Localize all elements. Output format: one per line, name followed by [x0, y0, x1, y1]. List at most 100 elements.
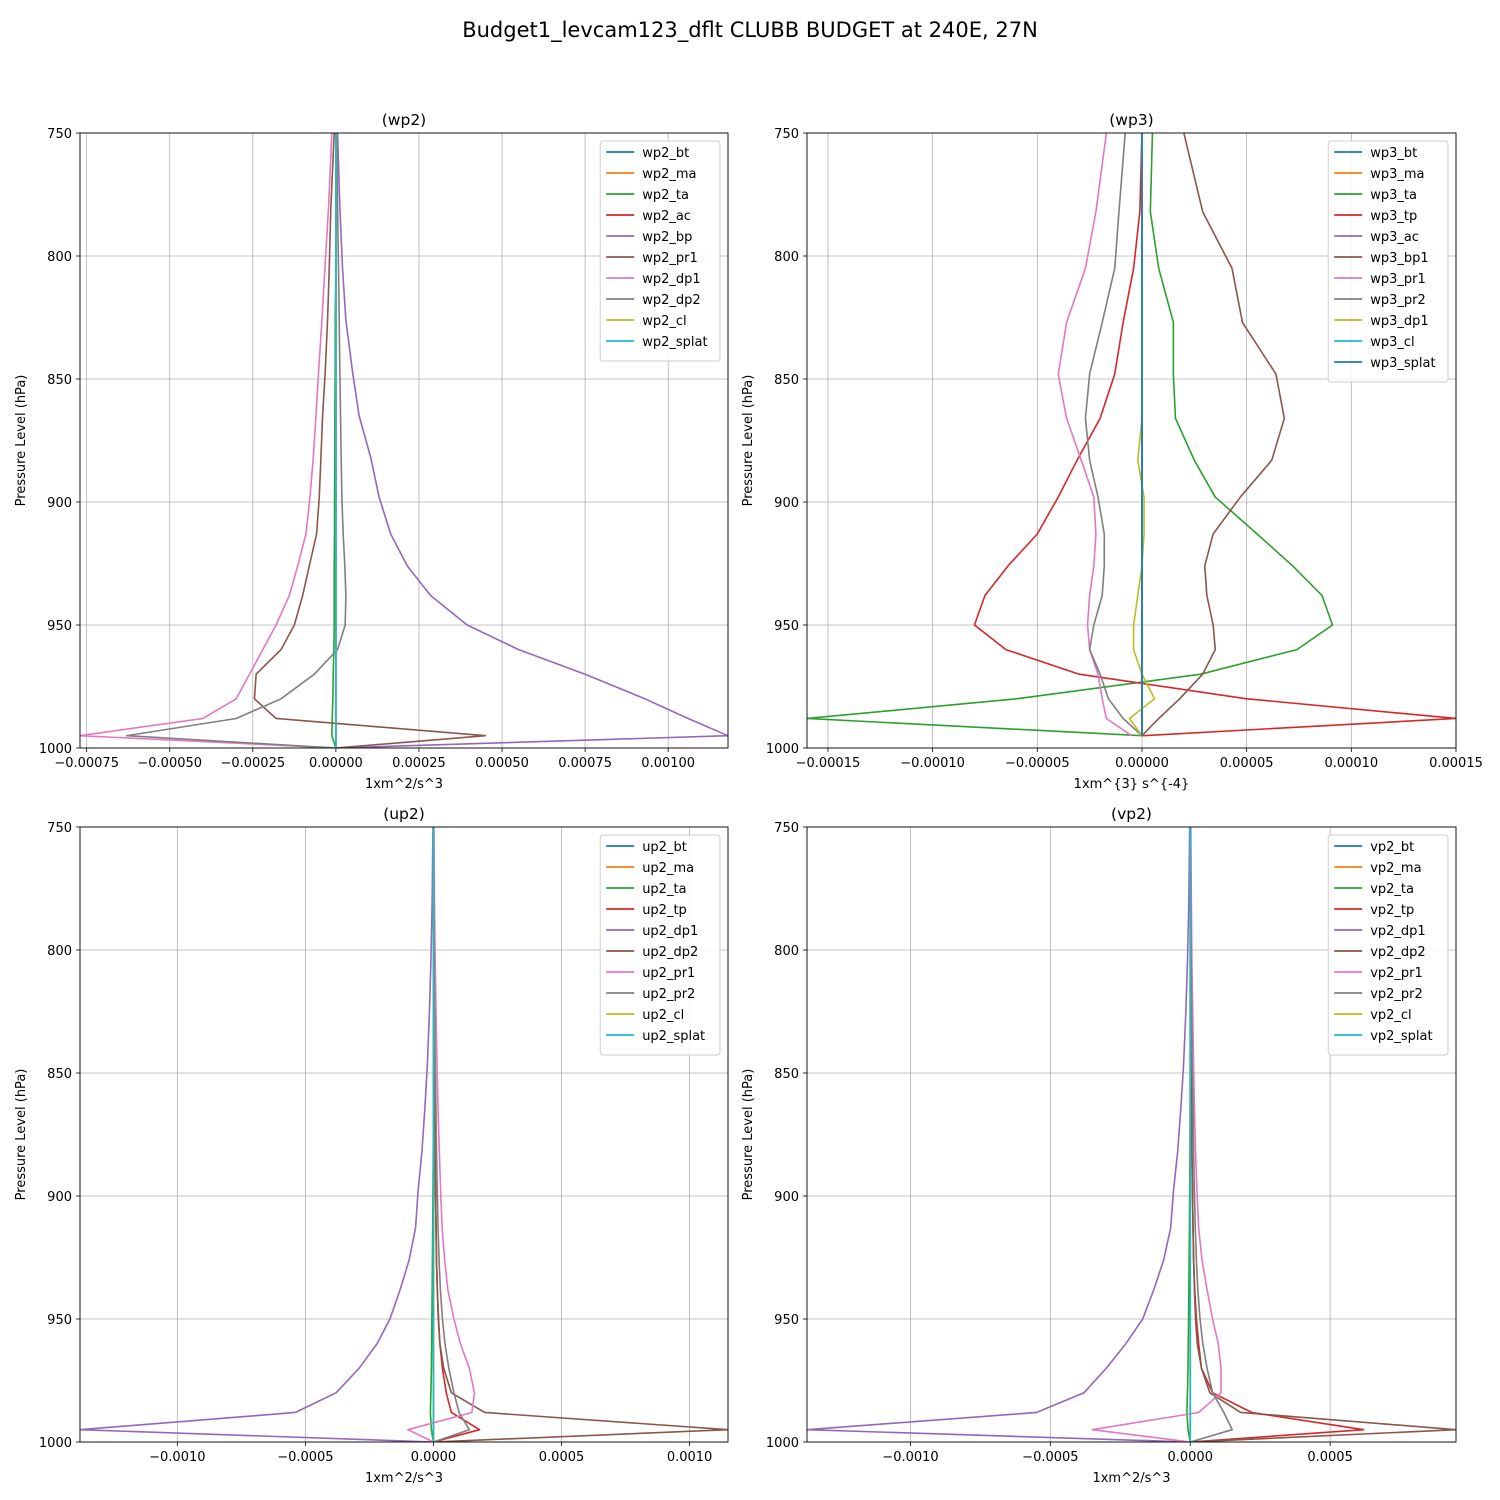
legend-box	[1327, 140, 1449, 383]
series-line-wp2_dp1	[80, 133, 336, 748]
axes-frame	[806, 132, 1457, 749]
series-line-up2_pr1	[407, 827, 476, 1442]
y-tick-label: 900	[774, 1190, 799, 1205]
x-tick-label: 0.00050	[475, 756, 529, 771]
legend: wp2_bt wp2_ma wp2_ta wp2_ac wp2_bp wp2_pr1 wp2…	[599, 140, 721, 362]
y-tick-label: 1000	[39, 1436, 72, 1451]
axes-frame	[806, 826, 1457, 1443]
series-lines	[807, 133, 1456, 737]
legend-entry: wp2_ma	[642, 167, 696, 182]
x-tick-label: 0.00000	[309, 756, 363, 771]
x-tick-label: 0.00025	[392, 756, 446, 771]
legend-entry: vp2_pr1	[1370, 966, 1423, 981]
y-tick-label: 850	[47, 373, 72, 388]
series-line-up2_dp1	[80, 827, 434, 1442]
series-line-up2_pr2	[432, 827, 471, 1442]
legend-entry: wp2_dp2	[642, 293, 700, 308]
y-axis-label: Pressure Level (hPa)	[14, 1069, 29, 1201]
x-tick-label: −0.00050	[137, 756, 202, 771]
legend-entry: wp3_bt	[1370, 146, 1417, 161]
series-line-wp3_bp1	[1141, 133, 1286, 737]
x-axis-label: 1xm^2/s^3	[1092, 1471, 1170, 1486]
legend-entry: wp2_cl	[642, 314, 686, 329]
y-tick-label: 850	[774, 373, 799, 388]
legend-entry: wp2_dp1	[642, 272, 700, 287]
y-tick-label: 900	[774, 496, 799, 511]
series-line-wp3_pr2	[1084, 133, 1143, 737]
y-tick-label: 800	[47, 250, 72, 265]
legend-entry: wp2_splat	[642, 335, 707, 350]
x-tick-label: 0.0000	[411, 1450, 457, 1465]
y-axis-label: Pressure Level (hPa)	[14, 375, 29, 507]
x-tick-label: −0.0005	[1022, 1450, 1078, 1465]
series-line-vp2_dp1	[807, 827, 1191, 1442]
series-line-wp2_bp	[335, 133, 728, 748]
legend-entry: wp3_ma	[1370, 167, 1424, 182]
legend: wp3_bt wp3_ma wp3_ta wp3_tp wp3_ac wp3_bp1 wp3…	[1327, 140, 1449, 383]
legend-entry: vp2_tp	[1370, 903, 1414, 918]
x-tick-label: 0.00100	[641, 756, 695, 771]
x-tick-label: 0.00000	[1115, 756, 1169, 771]
x-tick-label: 0.0000	[1167, 1450, 1213, 1465]
y-tick-label: 750	[47, 127, 72, 142]
legend-entry: up2_dp2	[642, 945, 698, 960]
legend-entry: wp3_cl	[1370, 335, 1414, 350]
x-tick-label: −0.00015	[796, 756, 861, 771]
legend-entry: wp2_ta	[642, 188, 689, 203]
x-tick-label: −0.0010	[149, 1450, 205, 1465]
series-line-wp3_tp	[973, 133, 1456, 737]
x-tick-label: −0.0010	[882, 1450, 938, 1465]
y-axis-label: Pressure Level (hPa)	[741, 375, 756, 507]
legend-entry: vp2_bt	[1370, 840, 1414, 855]
y-tick-label: 950	[774, 619, 799, 634]
legend-entry: wp2_ac	[642, 209, 691, 224]
x-axis-label: 1xm^{3} s^{-4}	[1074, 777, 1190, 792]
legend-entry: wp3_ac	[1370, 230, 1419, 245]
chart-panel-3: −0.0010 −0.0005 0.0000 0.0005 750 800 850 900 95…	[741, 805, 1457, 1486]
chart-panel-2: −0.0010 −0.0005 0.0000 0.0005 0.0010 750 800 85…	[14, 805, 729, 1486]
y-tick-label: 1000	[766, 742, 799, 757]
series-line-vp2_pr1	[1091, 827, 1222, 1442]
x-tick-label: 0.00015	[1429, 756, 1483, 771]
legend-entry: vp2_pr2	[1370, 987, 1423, 1002]
legend-entry: wp3_bp1	[1370, 251, 1428, 266]
y-tick-label: 850	[774, 1067, 799, 1082]
panel-title: (up2)	[383, 805, 425, 823]
legend-entry: wp3_tp	[1370, 209, 1417, 224]
y-tick-label: 850	[47, 1067, 72, 1082]
legend-box	[1327, 834, 1449, 1056]
y-tick-label: 1000	[766, 1436, 799, 1451]
x-tick-label: −0.00005	[1005, 756, 1070, 771]
legend-entry: up2_ta	[642, 882, 686, 897]
series-line-wp2_pr1	[253, 133, 487, 748]
x-axis-label: 1xm^2/s^3	[365, 1471, 443, 1486]
y-tick-label: 900	[47, 496, 72, 511]
x-tick-label: −0.00010	[900, 756, 965, 771]
legend-box	[599, 834, 721, 1056]
y-tick-label: 1000	[39, 742, 72, 757]
x-tick-label: 0.0010	[667, 1450, 713, 1465]
x-tick-label: 0.00010	[1324, 756, 1378, 771]
x-tick-label: −0.0005	[277, 1450, 333, 1465]
legend-entry: wp3_dp1	[1370, 314, 1428, 329]
panel-title: (wp2)	[382, 111, 426, 129]
y-tick-label: 950	[774, 1313, 799, 1328]
panel-title: (vp2)	[1111, 805, 1152, 823]
legend-entry: wp3_ta	[1370, 188, 1417, 203]
y-tick-label: 800	[774, 250, 799, 265]
y-tick-label: 950	[47, 619, 72, 634]
legend: up2_bt up2_ma up2_ta up2_tp up2_dp1 up2_dp2up…	[599, 834, 721, 1056]
legend-entry: up2_tp	[642, 903, 687, 918]
axes-frame	[79, 132, 729, 749]
chart-panel-1: −0.00015 −0.00010 −0.00005 0.00000 0.00005 0.…	[741, 111, 1483, 792]
legend-entry: up2_pr2	[642, 987, 695, 1002]
legend-entry: wp2_bp	[642, 230, 692, 245]
legend-entry: wp2_pr1	[642, 251, 698, 266]
legend-entry: vp2_splat	[1370, 1029, 1432, 1044]
series-line-wp2_dp2	[125, 133, 347, 748]
legend-entry: up2_bt	[642, 840, 687, 855]
x-tick-label: 0.0005	[1307, 1450, 1353, 1465]
y-axis-label: Pressure Level (hPa)	[741, 1069, 756, 1201]
legend-entry: up2_cl	[642, 1008, 684, 1023]
